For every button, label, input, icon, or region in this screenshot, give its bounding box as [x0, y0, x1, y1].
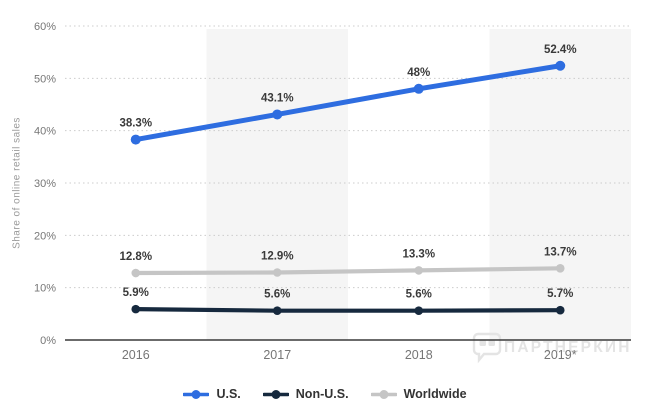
data-point[interactable]: [414, 266, 424, 275]
data-point-label: 38.3%: [119, 118, 152, 130]
data-point-label: 5.9%: [123, 287, 149, 299]
y-axis-tick-label: 10%: [34, 283, 56, 295]
y-axis-tick-label: 30%: [34, 178, 56, 190]
y-axis-tick-label: 20%: [34, 230, 56, 242]
data-point-label: 12.9%: [261, 250, 294, 262]
legend-marker-icon: [370, 389, 397, 399]
data-point[interactable]: [130, 134, 141, 145]
data-point-label: 52.4%: [544, 44, 577, 56]
data-point-label: 13.3%: [402, 248, 435, 260]
legend-label: U.S.: [216, 387, 241, 401]
legend-item-worldwide[interactable]: Worldwide: [370, 387, 467, 401]
y-axis-tick-label: 50%: [34, 73, 56, 85]
legend-item-non-u-s-[interactable]: Non-U.S.: [262, 387, 349, 401]
data-point[interactable]: [272, 109, 283, 120]
speech-bubble-icon: [472, 332, 502, 364]
y-axis-tick-label: 60%: [34, 21, 56, 33]
data-point[interactable]: [414, 306, 424, 315]
data-point-label: 5.6%: [406, 289, 432, 301]
data-point[interactable]: [555, 264, 565, 273]
series-line-u-s-: [133, 63, 563, 143]
data-point-label: 43.1%: [261, 92, 294, 104]
speech-bubble-eye: [479, 340, 486, 346]
data-point[interactable]: [272, 268, 282, 277]
data-point-label: 5.6%: [264, 289, 290, 301]
data-point-label: 5.7%: [547, 288, 573, 300]
data-point-label: 12.8%: [119, 251, 152, 263]
data-point-label: 48%: [407, 67, 430, 79]
speech-bubble-eye: [488, 340, 495, 346]
legend-label: Worldwide: [403, 387, 467, 401]
x-axis-label: 2016: [122, 348, 150, 362]
y-axis-tick-label: 0%: [40, 335, 56, 347]
watermark-text: ПАРТНЕРКИН: [504, 339, 632, 356]
data-point[interactable]: [131, 268, 141, 278]
legend-marker-icon: [262, 389, 289, 399]
chart-legend: U.S. Non-U.S. Worldwide: [0, 382, 650, 406]
data-point[interactable]: [555, 60, 566, 71]
watermark: ПАРТНЕРКИН: [472, 332, 632, 364]
data-point[interactable]: [555, 305, 565, 315]
legend-marker-icon: [183, 389, 210, 399]
legend-label: Non-U.S.: [295, 387, 349, 401]
data-point[interactable]: [413, 83, 424, 94]
x-axis-label: 2018: [405, 348, 433, 362]
data-point-label: 13.7%: [544, 246, 577, 258]
x-axis-label: 2019*: [544, 348, 577, 362]
data-point[interactable]: [131, 304, 141, 314]
data-point[interactable]: [272, 306, 282, 315]
legend-item-u-s-[interactable]: U.S.: [183, 387, 241, 401]
series-line-worldwide: [133, 266, 563, 276]
y-axis-tick-label: 40%: [34, 126, 56, 138]
x-axis-label: 2017: [263, 348, 291, 362]
series-line-non-u-s-: [133, 307, 563, 313]
